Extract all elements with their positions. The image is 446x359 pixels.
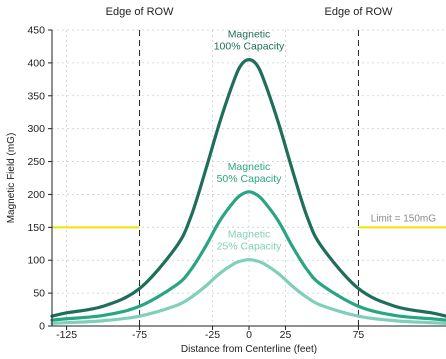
y-tick-label-450: 450: [27, 25, 45, 37]
y-axis-title: Magnetic Field (mG): [6, 133, 17, 224]
series-line-0: [50, 58, 446, 318]
series-100-label-line1: Magnetic: [228, 29, 271, 41]
tick-layer: 0 50 100 150 200 250 300 350 400 450 -125 -75 -25 0 25…: [27, 25, 364, 342]
y-tick-label-50: 50: [33, 288, 45, 300]
y-tick-label-200: 200: [27, 189, 45, 201]
series-25-label-line1: Magnetic: [228, 229, 271, 241]
x-tick-label-0: 0: [246, 329, 252, 341]
y-tick-label-350: 350: [27, 90, 45, 102]
y-tick-label-150: 150: [27, 222, 45, 234]
series-100-label-line2: 100% Capacity: [214, 41, 285, 53]
x-tick-label-75: 75: [353, 329, 365, 341]
y-tick-label-100: 100: [27, 255, 45, 267]
series-line-1: [50, 190, 446, 322]
series-25-label-line2: 25% Capacity: [217, 241, 283, 253]
series-layer: [50, 58, 446, 325]
x-tick-label-25: 25: [280, 329, 292, 341]
y-tick-label-400: 400: [27, 57, 45, 69]
limit-label: Limit = 150mG: [371, 213, 437, 224]
y-tick-label-250: 250: [27, 156, 45, 168]
series-50-label-line2: 50% Capacity: [217, 173, 283, 185]
x-axis-title: Distance from Centerline (feet): [181, 344, 317, 355]
x-tick-label--125: -125: [56, 329, 77, 341]
x-tick-label--25: -25: [205, 329, 220, 341]
y-tick-label-0: 0: [39, 321, 45, 333]
edge-of-row-right-label: Edge of ROW: [325, 6, 393, 18]
series-50-label-line1: Magnetic: [228, 161, 271, 173]
x-tick-label--75: -75: [132, 329, 147, 341]
y-tick-label-300: 300: [27, 123, 45, 135]
series-line-2: [50, 257, 446, 325]
edge-of-row-left-label: Edge of ROW: [106, 6, 174, 18]
